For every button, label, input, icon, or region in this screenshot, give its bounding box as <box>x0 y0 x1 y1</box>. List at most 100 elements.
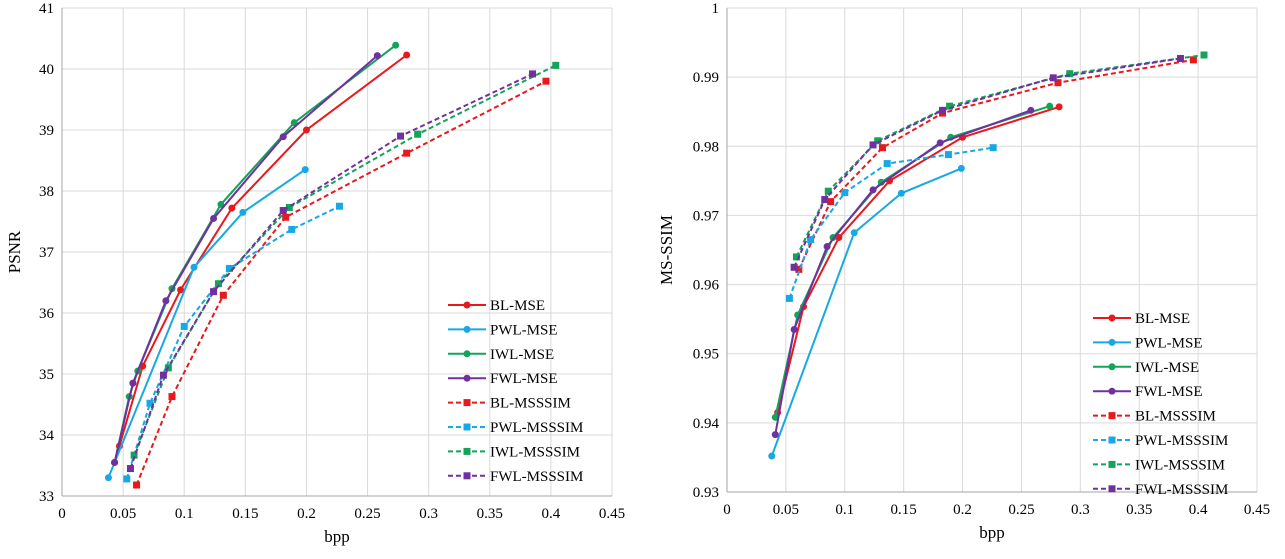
chart1-data-point-fwl-msssim <box>126 465 134 473</box>
chart2-series-line-bl-mse <box>776 105 1060 413</box>
chart2-series-line-bl-msssim <box>797 58 1194 270</box>
chart2-data-point-pwl-mse <box>768 452 776 460</box>
chart2-legend-marker-bl-mse <box>1108 314 1116 322</box>
chart2-legend-label-pwl-mse: PWL-MSE <box>1135 335 1203 351</box>
chart2-x-axis-title: bpp <box>979 523 1005 542</box>
chart2-series-fwl-mse <box>771 106 1035 439</box>
chart1-x-tick-label: 0.05 <box>110 506 136 522</box>
chart2-legend-marker-pwl-msssim <box>1108 436 1116 444</box>
chart1-series-bl-msssim <box>133 77 550 489</box>
chart2-y-tick-label: 0.97 <box>693 208 720 224</box>
chart2-data-point-pwl-msssim <box>883 160 891 168</box>
chart1-legend-label-iwl-mse: IWL-MSE <box>490 347 554 363</box>
chart2-x-tick-label: 0.2 <box>953 502 972 518</box>
chart1-y-axis-title: PSNR <box>5 230 24 273</box>
chart1-data-point-iwl-msssim <box>285 203 293 211</box>
chart2-series-line-fwl-msssim <box>793 57 1181 268</box>
chart2-data-point-bl-msssim <box>795 265 803 273</box>
chart1-data-point-pwl-msssim <box>288 225 296 233</box>
chart2-data-point-iwl-msssim <box>946 102 954 110</box>
chart2-data-point-bl-msssim <box>1054 79 1062 87</box>
chart1-y-tick-label: 37 <box>39 245 55 261</box>
chart2-legend-marker-iwl-mse <box>1108 363 1116 371</box>
chart1-x-axis-title: bpp <box>324 527 350 546</box>
chart1-data-point-bl-msssim <box>282 213 290 221</box>
chart1-series-line-pwl-msssim <box>125 205 340 480</box>
chart2-legend-label-bl-mse: BL-MSE <box>1135 311 1190 327</box>
chart1-series-line-bl-msssim <box>135 80 547 486</box>
chart1-data-point-bl-msssim <box>133 481 141 489</box>
chart2-x-tick-label: 0.4 <box>1189 502 1208 518</box>
chart1-data-point-bl-msssim <box>542 77 550 85</box>
chart2-series-line-pwl-mse <box>770 167 962 457</box>
chart1-x-tick-label: 0.2 <box>297 506 316 522</box>
chart2-x-tick-label: 0.45 <box>1244 502 1270 518</box>
chart2-series-fwl-msssim <box>790 54 1184 271</box>
chart1-y-tick-label: 33 <box>39 489 54 505</box>
chart2-x-tick-label: 0.25 <box>1008 502 1034 518</box>
chart2-legend-label-bl-msssim: BL-MSSSIM <box>1135 409 1216 425</box>
chart1-legend-marker-bl-mse <box>463 301 471 309</box>
chart1-data-point-fwl-msssim <box>529 70 537 78</box>
chart2-data-point-fwl-msssim <box>821 196 829 204</box>
chart2-data-point-bl-msssim <box>827 198 835 206</box>
chart2-series-pwl-msssim <box>785 144 997 302</box>
chart1-legend-label-fwl-msssim: FWL-MSSSIM <box>490 469 583 485</box>
chart1-series-fwl-msssim <box>126 70 537 473</box>
chart1-data-point-iwl-msssim <box>214 280 222 288</box>
chart2-data-point-fwl-msssim <box>1049 74 1057 82</box>
chart2-data-point-pwl-mse <box>850 229 858 237</box>
chart2-legend-marker-pwl-mse <box>1108 338 1116 346</box>
chart1-x-tick-label: 0.25 <box>354 506 380 522</box>
chart2-data-point-fwl-mse <box>936 139 944 147</box>
chart1-legend-marker-fwl-msssim <box>463 472 471 480</box>
chart1-legend: BL-MSE PWL-MSE IWL-MSE FWL-MSE BL-MSSSIM PWL-… <box>448 298 583 485</box>
chart1-x-tick-label: 0.3 <box>419 506 438 522</box>
chart2-x-tick-label: 0.3 <box>1071 502 1090 518</box>
chart2-data-point-bl-msssim <box>1189 56 1197 64</box>
chart1-series-pwl-mse <box>104 166 309 482</box>
chart2-y-tick-label: 0.96 <box>693 278 720 294</box>
chart2-y-tick-label: 0.94 <box>693 416 720 432</box>
chart1-series-line-pwl-mse <box>107 168 306 479</box>
chart1-data-point-bl-mse <box>228 204 236 212</box>
chart1-data-point-pwl-msssim <box>335 202 343 210</box>
chart2-legend: BL-MSE PWL-MSE IWL-MSE FWL-MSE BL-MSSSIM PWL-… <box>1093 311 1228 498</box>
chart2-y-tick-label: 1 <box>712 1 720 17</box>
chart2-data-point-iwl-msssim <box>1200 51 1208 59</box>
chart1-data-point-pwl-mse <box>104 474 112 482</box>
chart1-data-point-fwl-mse <box>111 458 119 466</box>
chart2-legend-marker-bl-msssim <box>1108 412 1116 420</box>
chart2-data-point-fwl-mse <box>790 326 798 334</box>
chart1-data-point-pwl-msssim <box>146 399 154 407</box>
chart2-data-point-fwl-mse <box>869 186 877 194</box>
chart1-data-point-bl-msssim <box>168 393 176 401</box>
chart2-x-tick-label: 0.15 <box>891 502 917 518</box>
chart2-y-tick-label: 0.93 <box>693 485 719 501</box>
chart2-x-tick-label: 0.35 <box>1126 502 1152 518</box>
chart1-data-point-bl-mse <box>302 126 310 134</box>
chart1-data-point-fwl-mse <box>373 52 381 60</box>
chart1-y-tick-label: 41 <box>39 1 54 17</box>
chart1-data-point-iwl-msssim <box>552 61 560 69</box>
chart2-data-point-pwl-msssim <box>944 151 952 159</box>
chart2-data-point-pwl-mse <box>957 164 965 172</box>
chart1-legend-marker-pwl-msssim <box>463 423 471 431</box>
chart1-x-tick-label: 0.15 <box>232 506 258 522</box>
chart1-x-tick-label: 0.45 <box>599 506 625 522</box>
chart2-data-point-iwl-msssim <box>792 253 800 261</box>
chart2-series-line-fwl-mse <box>774 109 1032 435</box>
chart1-series-line-fwl-msssim <box>129 72 534 469</box>
chart1-data-point-fwl-msssim <box>397 132 405 140</box>
chart1-data-point-pwl-msssim <box>123 475 131 483</box>
chart2-data-point-bl-msssim <box>878 144 886 152</box>
chart2-data-point-iwl-msssim <box>874 137 882 145</box>
chart1-legend-marker-iwl-mse <box>463 350 471 358</box>
chart1-legend-marker-pwl-mse <box>463 325 471 333</box>
chart1-x-tick-label: 0.1 <box>175 506 194 522</box>
chart1-data-point-iwl-mse <box>217 200 225 208</box>
chart1-data-point-pwl-msssim <box>180 322 188 330</box>
chart1-series-line-fwl-mse <box>113 54 378 463</box>
chart1-data-point-fwl-mse <box>210 214 218 222</box>
chart2-y-tick-label: 0.95 <box>693 347 719 363</box>
